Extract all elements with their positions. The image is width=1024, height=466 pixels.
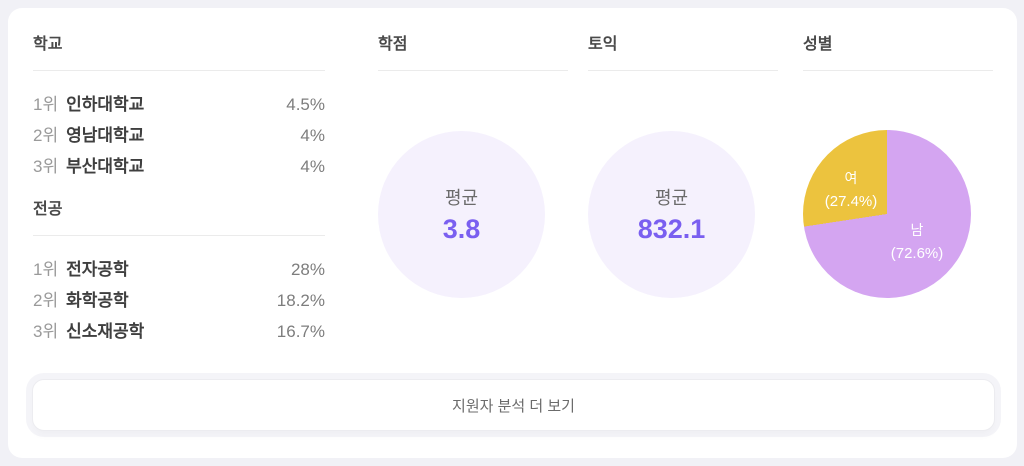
- rank-value: 4%: [300, 126, 325, 145]
- rank-label: 2위: [33, 126, 59, 145]
- pie-male-name: 남: [910, 222, 924, 238]
- rank-value: 18.2%: [276, 291, 325, 310]
- rank-value: 4%: [300, 157, 325, 176]
- major-section: 전공 1위 전자공학 28% 2위 화학공학 18.2% 3위: [33, 200, 325, 347]
- toeic-section-title: 토익: [588, 36, 618, 53]
- ranking-row: 3위 신소재공학 16.7%: [33, 316, 325, 347]
- major-section-title: 전공: [33, 201, 63, 218]
- toeic-column: 토익 평균 832.1: [588, 35, 778, 347]
- ranking-row: 2위 영남대학교 4%: [33, 120, 325, 151]
- gpa-kpi-circle: 평균 3.8: [378, 131, 545, 298]
- applicant-stats-card: 학교 1위 인하대학교 4.5% 2위 영남대학교 4% 3위: [8, 8, 1017, 458]
- toeic-average-label: 평균: [654, 188, 689, 208]
- ranking-row: 1위 인하대학교 4.5%: [33, 89, 325, 120]
- gpa-average-label: 평균: [444, 188, 479, 208]
- rank-name: 부산대학교: [66, 157, 145, 176]
- rank-label: 2위: [33, 291, 59, 310]
- pie-female-percent: (27.4%): [824, 193, 878, 210]
- gender-pie-chart: 여 (27.4%) 남 (72.6%): [803, 130, 971, 298]
- gender-divider: [803, 70, 993, 71]
- school-section: 학교 1위 인하대학교 4.5% 2위 영남대학교 4% 3위: [33, 35, 325, 182]
- rank-name: 영남대학교: [66, 126, 145, 145]
- toeic-divider: [588, 70, 778, 71]
- gpa-average-value: 3.8: [442, 214, 481, 244]
- ranking-row: 1위 전자공학 28%: [33, 254, 325, 285]
- view-more-applicant-analysis-button[interactable]: 지원자 분석 더 보기: [32, 379, 995, 431]
- pie-male-percent: (72.6%): [890, 245, 944, 262]
- school-section-title: 학교: [33, 36, 63, 53]
- rank-value: 4.5%: [286, 95, 325, 114]
- school-rank-list: 1위 인하대학교 4.5% 2위 영남대학교 4% 3위 부산대학교 4%: [33, 89, 325, 182]
- gpa-section-title: 학점: [378, 36, 408, 53]
- rank-value: 16.7%: [276, 322, 325, 341]
- gpa-divider: [378, 70, 568, 71]
- rank-label: 1위: [33, 95, 59, 114]
- rank-label: 3위: [33, 322, 59, 341]
- toeic-average-value: 832.1: [637, 214, 706, 244]
- rank-name: 화학공학: [66, 291, 129, 310]
- ranking-row: 2위 화학공학 18.2%: [33, 285, 325, 316]
- toeic-kpi-circle: 평균 832.1: [588, 131, 755, 298]
- rank-name: 인하대학교: [66, 95, 145, 114]
- stats-row: 학교 1위 인하대학교 4.5% 2위 영남대학교 4% 3위: [8, 8, 1017, 347]
- pie-slice-label-female: 여 (27.4%): [809, 166, 893, 214]
- rank-name: 전자공학: [66, 260, 129, 279]
- ranking-row: 3위 부산대학교 4%: [33, 151, 325, 182]
- gender-section-title: 성별: [803, 36, 833, 53]
- major-divider: [33, 235, 325, 236]
- rank-label: 3위: [33, 157, 59, 176]
- school-divider: [33, 70, 325, 71]
- rank-label: 1위: [33, 260, 59, 279]
- gpa-column: 학점 평균 3.8: [378, 35, 568, 347]
- pie-slice-label-male: 남 (72.6%): [875, 218, 959, 266]
- major-rank-list: 1위 전자공학 28% 2위 화학공학 18.2% 3위 신소재공학 16.7%: [33, 254, 325, 347]
- rankings-column: 학교 1위 인하대학교 4.5% 2위 영남대학교 4% 3위: [33, 35, 325, 347]
- gender-column: 성별 여 (27.4%) 남 (72.6%): [803, 35, 993, 347]
- rank-value: 28%: [290, 260, 325, 279]
- rank-name: 신소재공학: [66, 322, 145, 341]
- pie-female-name: 여: [844, 170, 858, 186]
